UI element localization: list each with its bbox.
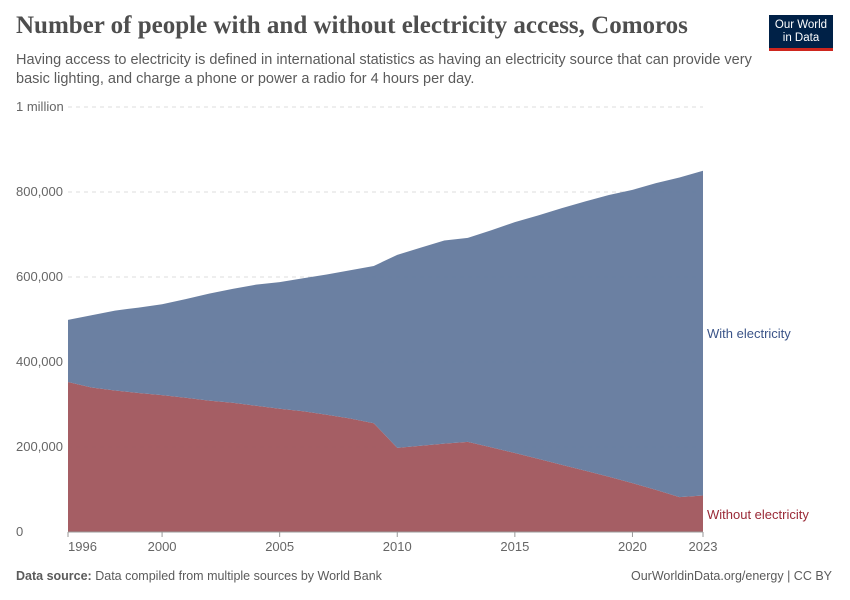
x-tick-label: 2010 [383, 539, 412, 554]
owid-logo[interactable]: Our World in Data [769, 15, 833, 51]
source-text[interactable]: Data compiled from multiple sources by W… [95, 569, 382, 583]
legend-label: With electricity [707, 326, 791, 341]
legend-label: Without electricity [707, 507, 809, 522]
y-tick-label: 200,000 [16, 439, 63, 454]
x-tick-label: 2015 [500, 539, 529, 554]
area-with-electricity [68, 170, 703, 498]
x-tick-label: 2020 [618, 539, 647, 554]
data-source: Data source: Data compiled from multiple… [16, 569, 382, 583]
chart-subtitle: Having access to electricity is defined … [16, 52, 752, 87]
license-link[interactable]: OurWorldinData.org/energy | CC BY [630, 569, 832, 583]
y-tick-label: 1 million [16, 99, 64, 114]
chart-title: Number of people with and without electr… [16, 12, 688, 39]
y-tick-label: 800,000 [16, 184, 63, 199]
x-tick-label: 1996 [68, 539, 97, 554]
x-tick-label: 2000 [148, 539, 177, 554]
x-tick-label: 2005 [265, 539, 294, 554]
y-tick-label: 600,000 [16, 269, 63, 284]
x-tick-label: 2023 [689, 539, 718, 554]
y-tick-label: 0 [16, 524, 23, 539]
area-without-electricity [68, 381, 703, 532]
source-label: Data source: [16, 569, 92, 583]
y-tick-label: 400,000 [16, 354, 63, 369]
